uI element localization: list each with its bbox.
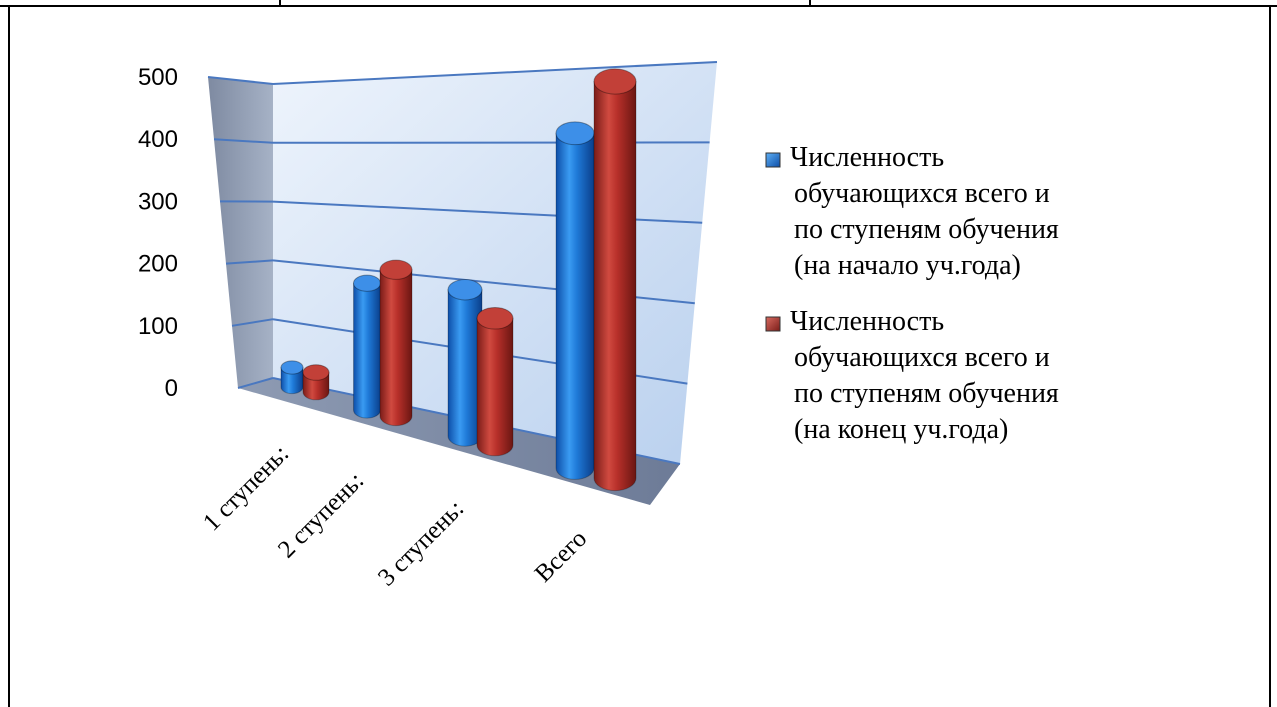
y-tick-label: 100: [138, 313, 178, 340]
legend-label: (на начало уч.года): [794, 250, 1021, 281]
x-category-label: 2 ступень:: [273, 467, 369, 563]
y-tick-label: 400: [138, 126, 178, 153]
x-category-label: 1 ступень:: [198, 440, 294, 536]
gridline-side: [237, 377, 274, 389]
bar-series-end: [379, 259, 413, 427]
legend-label: Численность: [790, 142, 944, 173]
gridline-side: [213, 138, 274, 144]
bar-series-start: [555, 121, 595, 480]
gridline-side: [207, 76, 274, 85]
gridline-side: [231, 318, 274, 327]
legend-label: Численность: [790, 306, 944, 337]
bar-series-end: [593, 68, 637, 492]
y-tick-label: 0: [165, 375, 178, 402]
legend-label: обучающихся всего и: [794, 178, 1050, 209]
y-tick-label: 200: [138, 251, 178, 278]
x-category-label: 3 ступень:: [373, 495, 469, 591]
legend-swatch: [765, 316, 781, 332]
bar-series-start: [353, 274, 381, 419]
legend-item: Численность обучающихся всего и по ступеня…: [765, 142, 1059, 281]
gridline: [272, 61, 718, 85]
side-wall: [208, 77, 273, 388]
x-category-label: Всего: [530, 525, 592, 587]
legend-label: по ступеням обучения: [794, 214, 1059, 245]
gridline-side: [225, 259, 274, 265]
y-tick-label: 500: [138, 64, 178, 91]
bar-series-end: [302, 364, 330, 401]
legend-label: обучающихся всего и: [794, 342, 1050, 373]
y-axis-ticks: 0 100 200 300 400 500: [138, 64, 178, 402]
bars: [280, 68, 637, 492]
legend-label: (на конец уч.года): [794, 414, 1008, 445]
legend-swatch: [765, 152, 781, 168]
bar-series-end: [476, 306, 514, 457]
bar-series-start: [280, 360, 304, 395]
legend-item: Численность обучающихся всего и по ступеня…: [765, 306, 1059, 445]
legend: Численность обучающихся всего и по ступеня…: [765, 142, 1059, 445]
y-tick-label: 300: [138, 188, 178, 215]
legend-label: по ступеням обучения: [794, 378, 1059, 409]
